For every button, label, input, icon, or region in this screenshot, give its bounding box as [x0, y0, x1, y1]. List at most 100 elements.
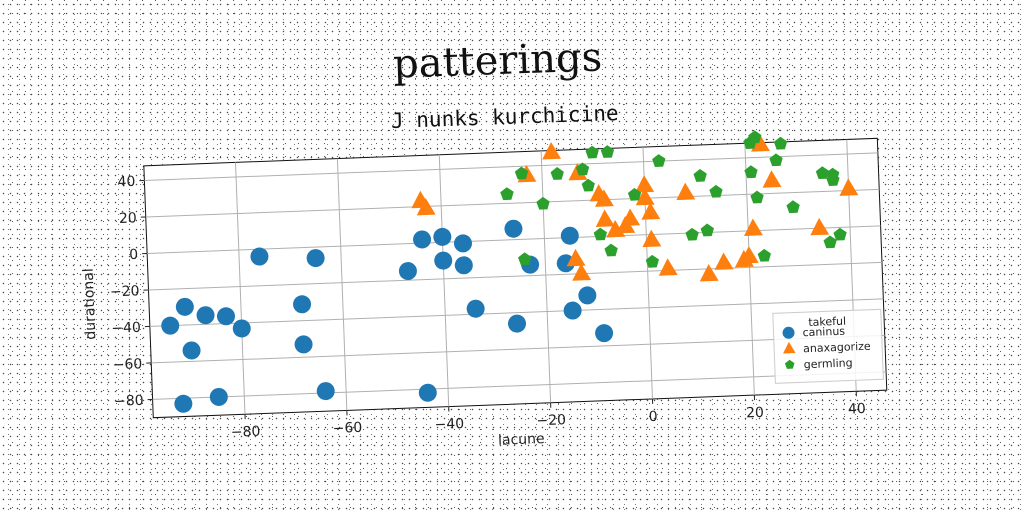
anaxagorize-point: [743, 218, 763, 236]
germling-point: [823, 235, 837, 249]
anaxagorize-point: [739, 246, 759, 264]
anaxagorize-point: [635, 187, 655, 206]
germling-point: [500, 187, 514, 201]
y-tick-label: −80: [114, 393, 144, 410]
legend-marker-anaxagorize: [783, 341, 796, 354]
caninus-point: [175, 297, 194, 316]
germling-point: [773, 136, 788, 150]
legend-label-anaxagorize: anaxagorize: [803, 340, 871, 356]
x-gridline: [540, 150, 552, 403]
legend-label-caninus: caninus: [802, 325, 845, 340]
germling-point: [748, 130, 762, 144]
anaxagorize-point: [714, 252, 734, 270]
caninus-point: [434, 251, 453, 270]
anaxagorize-point: [699, 264, 719, 282]
caninus-point: [466, 299, 485, 318]
plot-frame: [143, 137, 888, 419]
germling-point: [645, 254, 660, 268]
y-tick-label: 40: [117, 174, 135, 191]
caninus-point: [196, 306, 215, 325]
data-points: [161, 130, 859, 413]
germling-point: [769, 153, 783, 167]
germling-point: [757, 248, 771, 262]
chart-subtitle: J nunks kurchicine: [391, 101, 619, 133]
caninus-point: [433, 227, 452, 246]
caninus-point: [316, 382, 335, 401]
germling-point: [833, 227, 847, 241]
germling-point: [627, 187, 642, 201]
x-tick-label: 0: [648, 409, 658, 425]
caninus-point: [453, 234, 472, 253]
anaxagorize-point: [572, 263, 592, 281]
anaxagorize-point: [751, 134, 770, 152]
germling-point: [693, 168, 707, 182]
germling-point: [685, 227, 699, 241]
legend-marker-germling: [784, 359, 795, 369]
germling-point: [593, 227, 607, 241]
anaxagorize-point: [621, 208, 641, 226]
anaxagorize-point: [762, 170, 782, 188]
caninus-point: [413, 230, 432, 249]
caninus-point: [250, 247, 269, 266]
legend-label-germling: germling: [804, 356, 853, 371]
caninus-point: [418, 383, 437, 402]
legend-box: [772, 308, 884, 384]
germling-point: [604, 243, 618, 257]
germling-point: [815, 166, 830, 180]
y-gridline: [151, 334, 885, 364]
germling-point: [826, 167, 840, 181]
x-gridline: [438, 154, 450, 407]
x-tick-label: −40: [434, 416, 464, 433]
anaxagorize-point: [658, 258, 678, 276]
anaxagorize-point: [839, 178, 859, 196]
germling-point: [550, 167, 564, 180]
legend-marker-caninus: [782, 326, 795, 339]
plot-area: −80 −60 −40 −20 0 20 40 40 20 0 −20 −40 −60 −80 takef…: [81, 130, 888, 449]
germling-point: [700, 223, 714, 237]
germling-point: [786, 200, 800, 214]
caninus-point: [294, 335, 313, 354]
anaxagorize-point: [810, 217, 830, 236]
anaxagorize-point: [566, 248, 586, 267]
caninus-point: [209, 387, 228, 406]
anaxagorize-point: [635, 175, 655, 193]
x-tick-label: −60: [332, 420, 362, 437]
caninus-point: [398, 262, 417, 281]
germling-point: [514, 166, 529, 180]
x-axis-label: lacune: [498, 431, 545, 449]
y-gridline: [152, 371, 887, 400]
germling-point: [581, 178, 595, 192]
y-axis-label: durational: [81, 268, 100, 340]
x-tick-label: 40: [848, 401, 866, 418]
caninus-point: [563, 301, 582, 320]
caninus-point: [556, 254, 575, 273]
caninus-point: [508, 314, 527, 333]
x-gridline: [235, 162, 246, 415]
chart-title: patterings: [392, 34, 603, 87]
anaxagorize-point: [542, 142, 562, 160]
axis-ticks: −80 −60 −40 −20 0 20 40 40 20 0 −20 −40 −60 −80: [110, 174, 866, 441]
germling-point: [652, 154, 666, 167]
caninus-point: [560, 226, 579, 245]
caninus-point: [216, 307, 235, 326]
y-tick-label: −40: [111, 320, 141, 337]
caninus-point: [232, 319, 251, 338]
caninus-point: [174, 394, 193, 413]
anaxagorize-point: [594, 189, 614, 207]
caninus-point: [161, 316, 180, 335]
anaxagorize-point: [595, 209, 615, 227]
caninus-point: [293, 295, 312, 314]
caninus-point: [578, 286, 597, 305]
y-gridline: [148, 261, 882, 291]
anaxagorize-point: [641, 202, 661, 220]
germling-point: [750, 190, 764, 204]
caninus-point: [595, 324, 614, 343]
y-tick-label: −20: [110, 283, 140, 300]
x-tick-label: 20: [746, 405, 764, 422]
legend-title: takeful: [808, 315, 846, 329]
caninus-point: [454, 256, 473, 275]
x-tick-label: −80: [231, 424, 261, 441]
y-tick-label: −60: [112, 356, 142, 373]
